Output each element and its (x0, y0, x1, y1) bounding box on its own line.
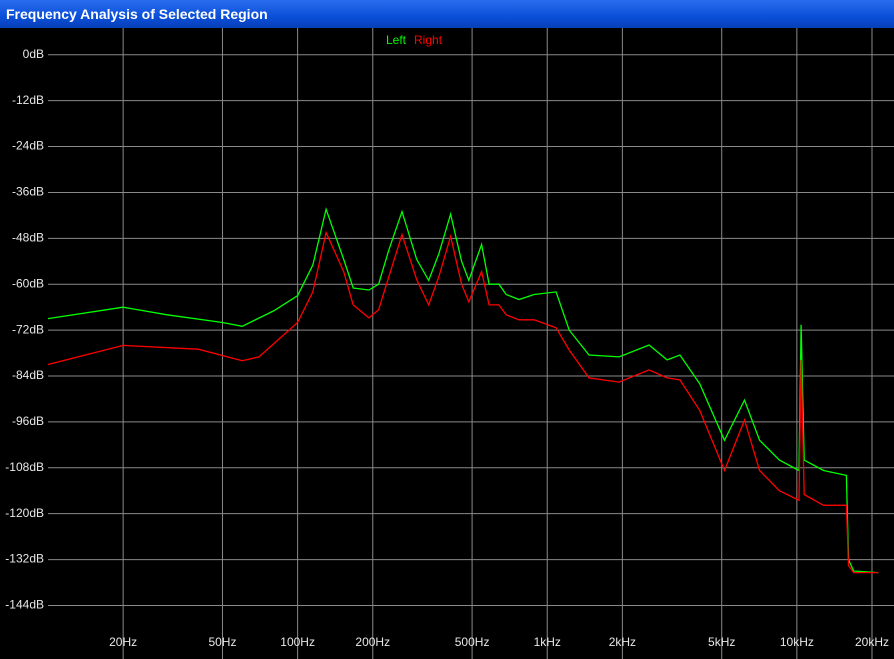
y-tick-label: -96dB (12, 414, 44, 428)
y-tick-label: -60dB (12, 276, 44, 290)
x-tick-label: 5kHz (708, 635, 735, 649)
y-tick-label: 0dB (23, 47, 44, 61)
x-tick-label: 50Hz (208, 635, 236, 649)
y-tick-label: -12dB (12, 93, 44, 107)
x-tick-label: 500Hz (455, 635, 490, 649)
x-tick-label: 10kHz (780, 635, 814, 649)
x-tick-label: 1kHz (534, 635, 561, 649)
x-tick-label: 20Hz (109, 635, 137, 649)
y-tick-label: -72dB (12, 322, 44, 336)
series-line (47, 230, 879, 574)
y-tick-label: -144dB (5, 598, 44, 612)
y-tick-label: -84dB (12, 368, 44, 382)
y-tick-label: -36dB (12, 185, 44, 199)
legend-label: Right (414, 33, 443, 47)
y-tick-label: -120dB (5, 506, 44, 520)
y-tick-label: -132dB (5, 552, 44, 566)
y-tick-label: -24dB (12, 139, 44, 153)
window-title: Frequency Analysis of Selected Region (0, 0, 894, 28)
x-tick-label: 20kHz (855, 635, 889, 649)
x-tick-label: 2kHz (609, 635, 636, 649)
y-tick-label: -48dB (12, 231, 44, 245)
x-tick-label: 200Hz (355, 635, 390, 649)
x-tick-label: 100Hz (280, 635, 315, 649)
legend-label: Left (386, 33, 407, 47)
series-line (47, 206, 879, 574)
y-tick-label: -108dB (5, 460, 44, 474)
chart: 0dB -12dB -24dB -36dB -48dB -60dB -72dB -84dB -9… (5, 28, 894, 659)
